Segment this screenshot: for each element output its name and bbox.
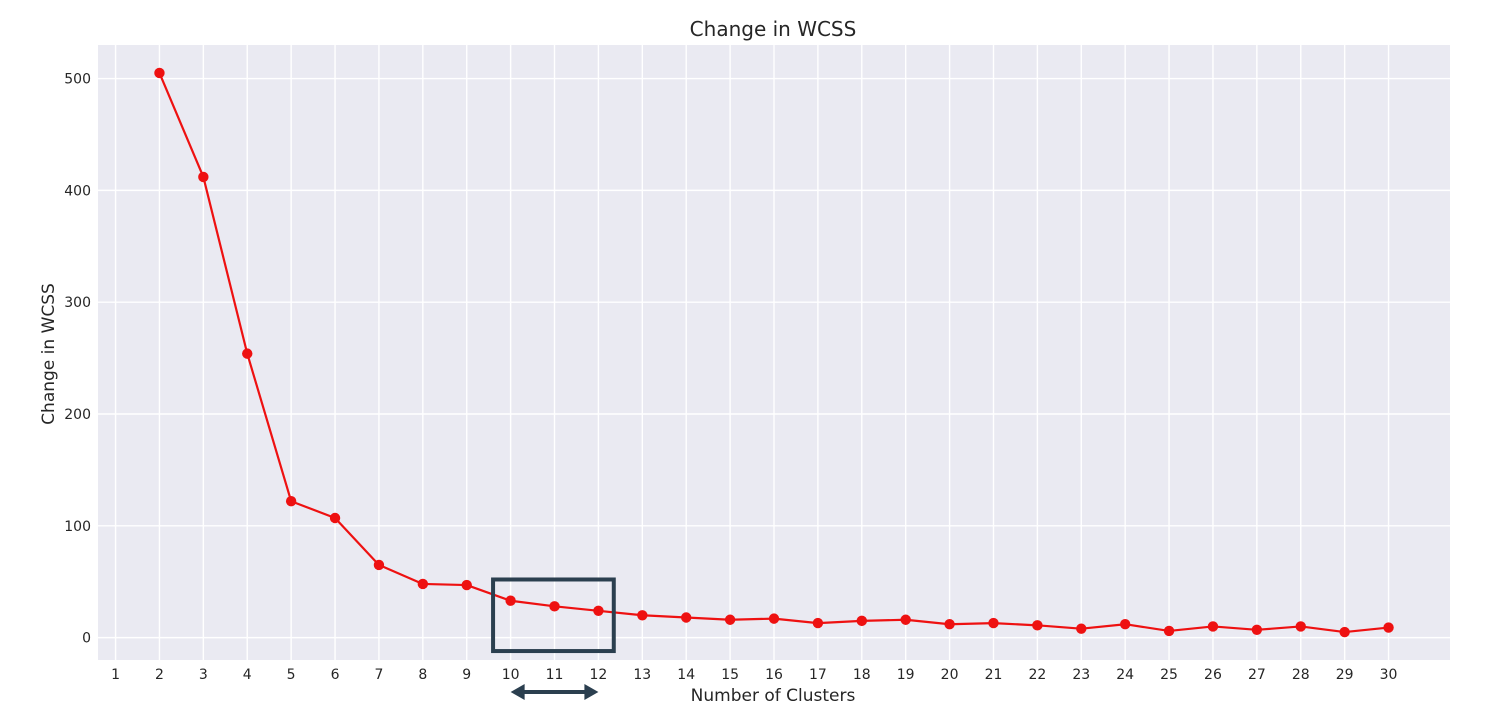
x-tick-label: 17 bbox=[809, 667, 827, 683]
x-tick-label: 30 bbox=[1380, 667, 1398, 683]
data-point bbox=[1339, 626, 1350, 638]
data-point bbox=[988, 617, 999, 629]
x-tick-label: 9 bbox=[462, 667, 471, 683]
x-tick-label: 18 bbox=[853, 667, 871, 683]
x-tick-label: 10 bbox=[502, 667, 520, 683]
data-point bbox=[944, 619, 955, 630]
y-tick-label: 400 bbox=[64, 183, 91, 199]
data-point bbox=[1119, 619, 1131, 630]
data-point bbox=[681, 612, 692, 623]
data-point bbox=[1076, 623, 1087, 634]
x-tick-label: 22 bbox=[1028, 667, 1046, 683]
x-tick-label: 3 bbox=[199, 667, 208, 683]
x-axis-label: Number of Clusters bbox=[691, 686, 856, 706]
data-point bbox=[1251, 624, 1263, 636]
x-tick-label: 26 bbox=[1204, 667, 1222, 683]
y-tick-labels: 0 100 200 300 400 500 bbox=[64, 72, 91, 647]
data-point bbox=[198, 171, 209, 183]
x-tick-label: 14 bbox=[677, 667, 695, 683]
x-tick-label: 5 bbox=[287, 667, 296, 683]
data-point bbox=[1163, 625, 1175, 637]
y-tick-label: 100 bbox=[64, 519, 91, 535]
data-point bbox=[154, 67, 165, 79]
x-tick-label: 1 bbox=[111, 667, 120, 683]
data-point bbox=[593, 605, 604, 616]
data-point bbox=[637, 610, 648, 621]
data-point bbox=[461, 579, 472, 591]
x-tick-labels: 1 2 3 4 5 6 7 8 9 10 11 12 13 14 15 16 17 18 19 20 21 22 23 24 2… bbox=[111, 667, 1397, 683]
grid-lines bbox=[98, 45, 1450, 660]
data-point bbox=[768, 613, 780, 624]
x-tick-label: 13 bbox=[633, 667, 651, 683]
data-point bbox=[1295, 621, 1306, 632]
x-tick-label: 28 bbox=[1292, 667, 1310, 683]
x-tick-label: 6 bbox=[331, 667, 340, 683]
annotation bbox=[491, 577, 616, 700]
arrow-right-head-icon bbox=[584, 684, 599, 700]
data-point bbox=[812, 617, 824, 629]
x-tick-label: 19 bbox=[897, 667, 915, 683]
data-point bbox=[900, 614, 911, 625]
x-tick-label: 15 bbox=[721, 667, 739, 683]
x-tick-label: 12 bbox=[590, 667, 608, 683]
data-point bbox=[1383, 622, 1394, 633]
x-tick-label: 27 bbox=[1248, 667, 1266, 683]
x-tick-label: 4 bbox=[243, 667, 252, 683]
data-points bbox=[154, 67, 1394, 638]
x-tick-label: 2 bbox=[155, 667, 164, 683]
x-tick-label: 8 bbox=[418, 667, 427, 683]
data-point bbox=[856, 615, 867, 627]
x-tick-label: 20 bbox=[941, 667, 959, 683]
data-point bbox=[549, 601, 560, 612]
data-point bbox=[285, 496, 297, 507]
x-tick-label: 23 bbox=[1072, 667, 1090, 683]
y-tick-label: 500 bbox=[64, 72, 91, 88]
y-tick-label: 0 bbox=[82, 631, 91, 647]
chart-title: Change in WCSS bbox=[690, 17, 857, 41]
x-tick-label: 21 bbox=[985, 667, 1003, 683]
data-point bbox=[242, 348, 253, 359]
data-point bbox=[329, 512, 341, 524]
data-point bbox=[1032, 620, 1043, 631]
data-point bbox=[1207, 621, 1219, 632]
y-axis-label: Change in WCSS bbox=[39, 283, 59, 425]
x-tick-label: 16 bbox=[765, 667, 783, 683]
y-tick-label: 300 bbox=[64, 295, 91, 311]
x-tick-label: 24 bbox=[1116, 667, 1134, 683]
x-tick-label: 11 bbox=[546, 667, 564, 683]
data-point bbox=[373, 559, 385, 571]
data-point bbox=[505, 595, 516, 606]
x-tick-label: 7 bbox=[374, 667, 383, 683]
data-point bbox=[724, 614, 736, 625]
x-tick-label: 25 bbox=[1160, 667, 1178, 683]
x-tick-label: 29 bbox=[1336, 667, 1354, 683]
arrow-left-head-icon bbox=[510, 684, 525, 700]
highlight-box bbox=[491, 577, 616, 654]
y-tick-label: 200 bbox=[64, 407, 91, 423]
data-point bbox=[417, 578, 429, 590]
